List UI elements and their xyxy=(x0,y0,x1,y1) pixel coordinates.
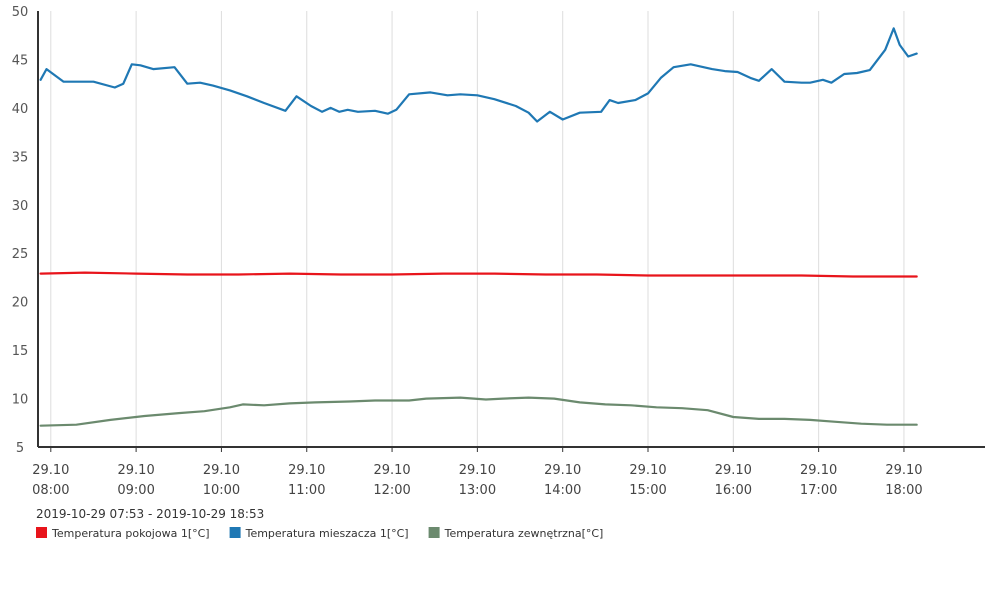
x-tick-date-label: 29.10 xyxy=(800,463,837,478)
x-tick-time-label: 08:00 xyxy=(32,483,69,498)
x-tick-date-label: 29.10 xyxy=(288,463,325,478)
legend-label-3: Temperatura zewnętrzna[°C] xyxy=(444,527,604,540)
series-line-2 xyxy=(39,27,918,123)
legend: Temperatura pokojowa 1[°C] Temperatura mi… xyxy=(36,527,603,540)
y-tick-label: 50 xyxy=(12,5,29,20)
y-tick-label: 15 xyxy=(12,344,29,359)
y-tick-label: 35 xyxy=(12,150,29,165)
x-tick-date-label: 29.10 xyxy=(885,463,922,478)
series-line-3 xyxy=(39,396,918,427)
x-tick-date-label: 29.10 xyxy=(203,463,240,478)
x-tick-time-label: 14:00 xyxy=(544,483,581,498)
y-tick-label: 45 xyxy=(12,53,29,68)
x-tick-time-label: 09:00 xyxy=(117,483,154,498)
x-tick-time-label: 16:00 xyxy=(715,483,752,498)
x-tick-date-label: 29.10 xyxy=(118,463,155,478)
x-tick-date-label: 29.10 xyxy=(629,463,666,478)
y-tick-label: 5 xyxy=(16,441,24,456)
x-tick-time-label: 18:00 xyxy=(885,483,922,498)
grid xyxy=(50,11,905,447)
tick-labels: 29.10 08:00 29.10 09:00 29.10 10:00 29.10 11:00… xyxy=(12,5,923,498)
y-tick-label: 10 xyxy=(12,393,29,408)
y-tick-label: 30 xyxy=(12,199,29,214)
x-tick-time-label: 10:00 xyxy=(203,483,240,498)
x-tick-date-label: 29.10 xyxy=(459,463,496,478)
legend-swatch-2 xyxy=(229,527,241,538)
date-range-label: 2019-10-29 07:53 - 2019-10-29 18:53 xyxy=(36,507,264,521)
x-tick-time-label: 13:00 xyxy=(459,483,496,498)
y-tick-label: 40 xyxy=(12,102,29,117)
legend-label-2: Temperatura mieszacza 1[°C] xyxy=(245,527,409,540)
x-tick-date-label: 29.10 xyxy=(544,463,581,478)
x-tick-date-label: 29.10 xyxy=(373,463,410,478)
legend-label-1: Temperatura pokojowa 1[°C] xyxy=(51,527,210,540)
legend-swatch-3 xyxy=(428,527,440,538)
axes xyxy=(37,11,985,452)
y-tick-label: 25 xyxy=(12,247,29,262)
x-tick-date-label: 29.10 xyxy=(32,463,69,478)
x-tick-date-label: 29.10 xyxy=(715,463,752,478)
series xyxy=(39,27,918,427)
x-tick-time-label: 15:00 xyxy=(629,483,666,498)
x-tick-time-label: 12:00 xyxy=(373,483,410,498)
series-line-1 xyxy=(39,271,918,278)
x-tick-time-label: 11:00 xyxy=(288,483,325,498)
legend-swatch-1 xyxy=(36,527,47,538)
x-tick-time-label: 17:00 xyxy=(800,483,837,498)
y-tick-label: 20 xyxy=(12,296,29,311)
